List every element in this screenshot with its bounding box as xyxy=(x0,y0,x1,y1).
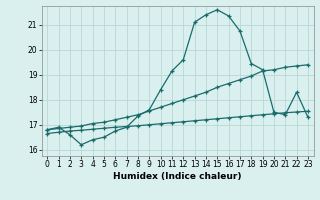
X-axis label: Humidex (Indice chaleur): Humidex (Indice chaleur) xyxy=(113,172,242,181)
